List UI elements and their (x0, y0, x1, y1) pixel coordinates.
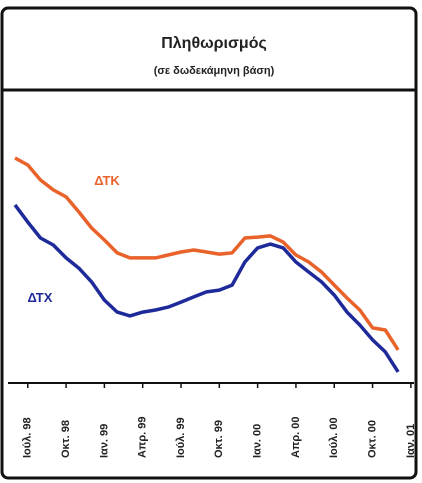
x-tick-label: Ιαν. 99 (98, 424, 110, 458)
series-line (14, 156, 400, 351)
x-tick-label: Οκτ. 00 (366, 420, 378, 458)
x-tick-label: Οκτ. 99 (213, 420, 225, 458)
frame (0, 6, 418, 480)
x-tick-label: Ιούλ. 99 (175, 417, 187, 458)
x-tick-label: Απρ. 00 (290, 416, 302, 458)
x-tick-label: Ιαν. 01 (405, 424, 417, 458)
x-tick-label: Ιούλ. 00 (328, 417, 340, 458)
series-label: ΔΤΧ (28, 290, 53, 305)
x-tick-label: Ιούλ. 98 (22, 417, 34, 458)
chart-subtitle: (σε δωδεκάμηνη βάση) (154, 65, 275, 77)
x-tick-label: Οκτ. 98 (60, 420, 72, 458)
x-tick-label: Ιαν. 00 (252, 424, 264, 458)
x-tick-label: Απρ. 99 (137, 416, 149, 458)
series-label: ΔΤΚ (94, 173, 120, 188)
chart-title: Πληθωρισμός (161, 35, 267, 52)
series-line (13, 203, 400, 373)
